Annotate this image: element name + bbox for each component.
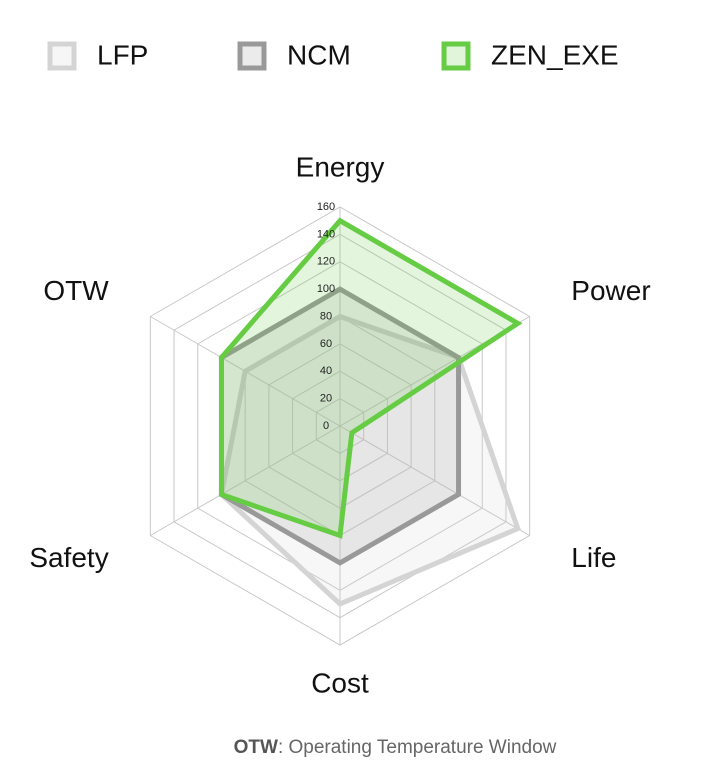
tick-label: 120 (317, 256, 335, 268)
footnote-term: OTW (234, 737, 278, 758)
legend-swatch[interactable] (237, 41, 267, 71)
tick-label: 40 (320, 365, 332, 377)
legend-label: NCM (287, 39, 351, 70)
axis-label: Safety (29, 542, 108, 573)
tick-label: 140 (317, 228, 335, 240)
legend-label: ZEN_EXE (491, 39, 619, 70)
axis-label: Life (571, 542, 616, 573)
axis-label: Cost (311, 667, 369, 698)
tick-label: 20 (320, 393, 332, 405)
axis-label: Energy (296, 151, 385, 182)
tick-label: 100 (317, 283, 335, 295)
tick-label: 80 (320, 310, 332, 322)
footnote-text: : Operating Temperature Window (278, 737, 557, 758)
legend-swatch[interactable] (441, 41, 471, 71)
tick-label: 160 (317, 201, 335, 213)
grid-spoke (150, 425, 341, 536)
tick-label: 60 (320, 338, 332, 350)
legend-swatch[interactable] (47, 41, 77, 71)
footnote: OTW: Operating Temperature Window (234, 737, 557, 758)
axis-label: Power (571, 275, 650, 306)
legend-label: LFP (97, 39, 148, 70)
axis-label: OTW (43, 275, 109, 306)
grid-spoke (339, 425, 530, 536)
tick-label: 0 (323, 420, 329, 432)
series-area (218, 217, 523, 539)
